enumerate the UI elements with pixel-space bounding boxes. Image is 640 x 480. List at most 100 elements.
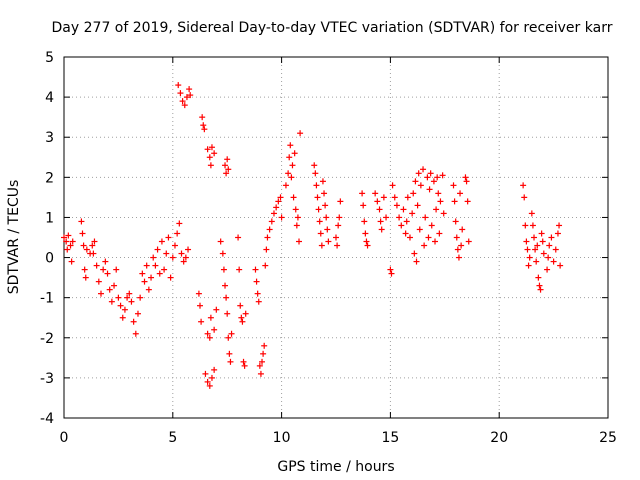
data-point bbox=[262, 262, 269, 269]
data-point bbox=[545, 254, 552, 261]
x-axis-ticks: 0 5 10 15 20 25 bbox=[60, 57, 617, 446]
data-point bbox=[325, 238, 332, 245]
data-point bbox=[311, 162, 318, 169]
data-point bbox=[313, 182, 320, 189]
data-point bbox=[524, 246, 531, 253]
data-point bbox=[415, 170, 422, 177]
data-point bbox=[278, 214, 285, 221]
data-point bbox=[199, 114, 206, 121]
data-point bbox=[117, 302, 124, 309]
data-point bbox=[292, 206, 299, 213]
data-point bbox=[287, 142, 294, 149]
data-point bbox=[318, 242, 325, 249]
data-point bbox=[237, 302, 244, 309]
data-point bbox=[432, 238, 439, 245]
data-point bbox=[239, 318, 246, 325]
data-point bbox=[137, 294, 144, 301]
data-point bbox=[240, 358, 247, 365]
data-point bbox=[225, 166, 232, 173]
data-point bbox=[207, 162, 214, 169]
data-point bbox=[68, 258, 75, 265]
data-point bbox=[322, 202, 329, 209]
data-point bbox=[544, 266, 551, 273]
data-point bbox=[174, 230, 181, 237]
data-point bbox=[529, 222, 536, 229]
data-point bbox=[148, 274, 155, 281]
data-point bbox=[424, 174, 431, 181]
data-point bbox=[222, 162, 229, 169]
data-point bbox=[182, 254, 189, 261]
data-point bbox=[552, 246, 559, 253]
data-point bbox=[402, 230, 409, 237]
data-point bbox=[204, 146, 211, 153]
data-point bbox=[224, 156, 231, 163]
data-point bbox=[532, 246, 539, 253]
data-point bbox=[219, 250, 226, 257]
data-point bbox=[95, 278, 102, 285]
data-point bbox=[211, 150, 218, 157]
data-point bbox=[130, 318, 137, 325]
data-point bbox=[398, 222, 405, 229]
data-point bbox=[372, 190, 379, 197]
data-point bbox=[282, 182, 289, 189]
data-point bbox=[297, 130, 304, 137]
x-tick-label: 0 bbox=[60, 430, 69, 446]
y-tick-label: -4 bbox=[40, 411, 54, 427]
data-point bbox=[183, 94, 190, 101]
data-point bbox=[403, 218, 410, 225]
data-point bbox=[97, 290, 104, 297]
data-point bbox=[254, 290, 261, 297]
data-point bbox=[428, 222, 435, 229]
data-point bbox=[557, 262, 564, 269]
data-point bbox=[227, 358, 234, 365]
x-axis-label: GPS time / hours bbox=[277, 459, 394, 475]
x-tick-label: 25 bbox=[599, 430, 617, 446]
data-point bbox=[256, 362, 263, 369]
data-point bbox=[526, 254, 533, 261]
data-point bbox=[252, 266, 259, 273]
data-point bbox=[187, 92, 194, 99]
data-point bbox=[285, 170, 292, 177]
data-point bbox=[208, 374, 215, 381]
data-point bbox=[454, 246, 461, 253]
data-point bbox=[226, 350, 233, 357]
data-point bbox=[104, 270, 111, 277]
data-point bbox=[335, 222, 342, 229]
data-point bbox=[163, 250, 170, 257]
data-point bbox=[90, 250, 97, 257]
data-point bbox=[134, 310, 141, 317]
data-point bbox=[222, 282, 229, 289]
data-point bbox=[63, 238, 70, 245]
data-point bbox=[537, 286, 544, 293]
data-point bbox=[79, 230, 86, 237]
data-point bbox=[264, 234, 271, 241]
data-point bbox=[242, 310, 249, 317]
data-point bbox=[169, 254, 176, 261]
data-point bbox=[291, 150, 298, 157]
data-point bbox=[65, 232, 72, 239]
data-point bbox=[200, 122, 207, 129]
data-point bbox=[393, 202, 400, 209]
data-point bbox=[317, 230, 324, 237]
data-point bbox=[434, 174, 441, 181]
y-tick-label: 2 bbox=[45, 170, 54, 186]
y-tick-label: -3 bbox=[40, 371, 54, 387]
data-point bbox=[253, 278, 260, 285]
data-point bbox=[389, 182, 396, 189]
data-point bbox=[440, 210, 447, 217]
data-point bbox=[439, 172, 446, 179]
data-point bbox=[111, 282, 118, 289]
data-point bbox=[213, 306, 220, 313]
data-point bbox=[378, 226, 385, 233]
data-point bbox=[207, 314, 214, 321]
data-point bbox=[83, 246, 90, 253]
data-point bbox=[259, 358, 266, 365]
data-point bbox=[324, 226, 331, 233]
data-point bbox=[177, 90, 184, 97]
x-tick-label: 10 bbox=[273, 430, 291, 446]
data-point bbox=[176, 220, 183, 227]
data-point bbox=[139, 270, 146, 277]
data-point bbox=[363, 238, 370, 245]
data-point bbox=[78, 218, 85, 225]
data-point bbox=[185, 246, 192, 253]
